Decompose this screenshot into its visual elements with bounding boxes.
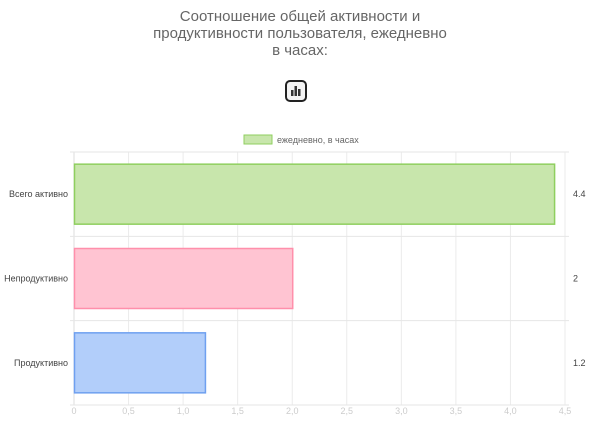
x-tick-label: 4,0	[504, 406, 517, 416]
x-tick-label: 2,5	[341, 406, 354, 416]
bar	[73, 332, 207, 394]
category-label: Непродуктивно	[4, 274, 68, 284]
category-label: Всего активно	[9, 189, 68, 199]
chart-title: Соотношение общей активности и продуктив…	[153, 8, 447, 59]
x-tick-label: 3,0	[395, 406, 408, 416]
x-tick-label: 1,5	[231, 406, 244, 416]
value-label: 1.2	[573, 358, 586, 368]
bar	[73, 163, 556, 225]
legend-swatch	[243, 134, 273, 145]
chart-type-button[interactable]	[285, 80, 307, 102]
x-tick-label: 3,5	[450, 406, 463, 416]
legend-label: ежедневно, в часах	[277, 135, 359, 145]
bar-chart-icon	[291, 86, 301, 96]
x-tick-label: 2,0	[286, 406, 299, 416]
value-label: 2	[573, 274, 578, 284]
bar	[73, 247, 294, 310]
value-label: 4.4	[573, 189, 586, 199]
x-tick-label: 0	[71, 406, 76, 416]
x-tick-label: 1,0	[177, 406, 190, 416]
x-tick-label: 0,5	[122, 406, 135, 416]
category-label: Продуктивно	[14, 358, 68, 368]
x-tick-label: 4,5	[559, 406, 572, 416]
